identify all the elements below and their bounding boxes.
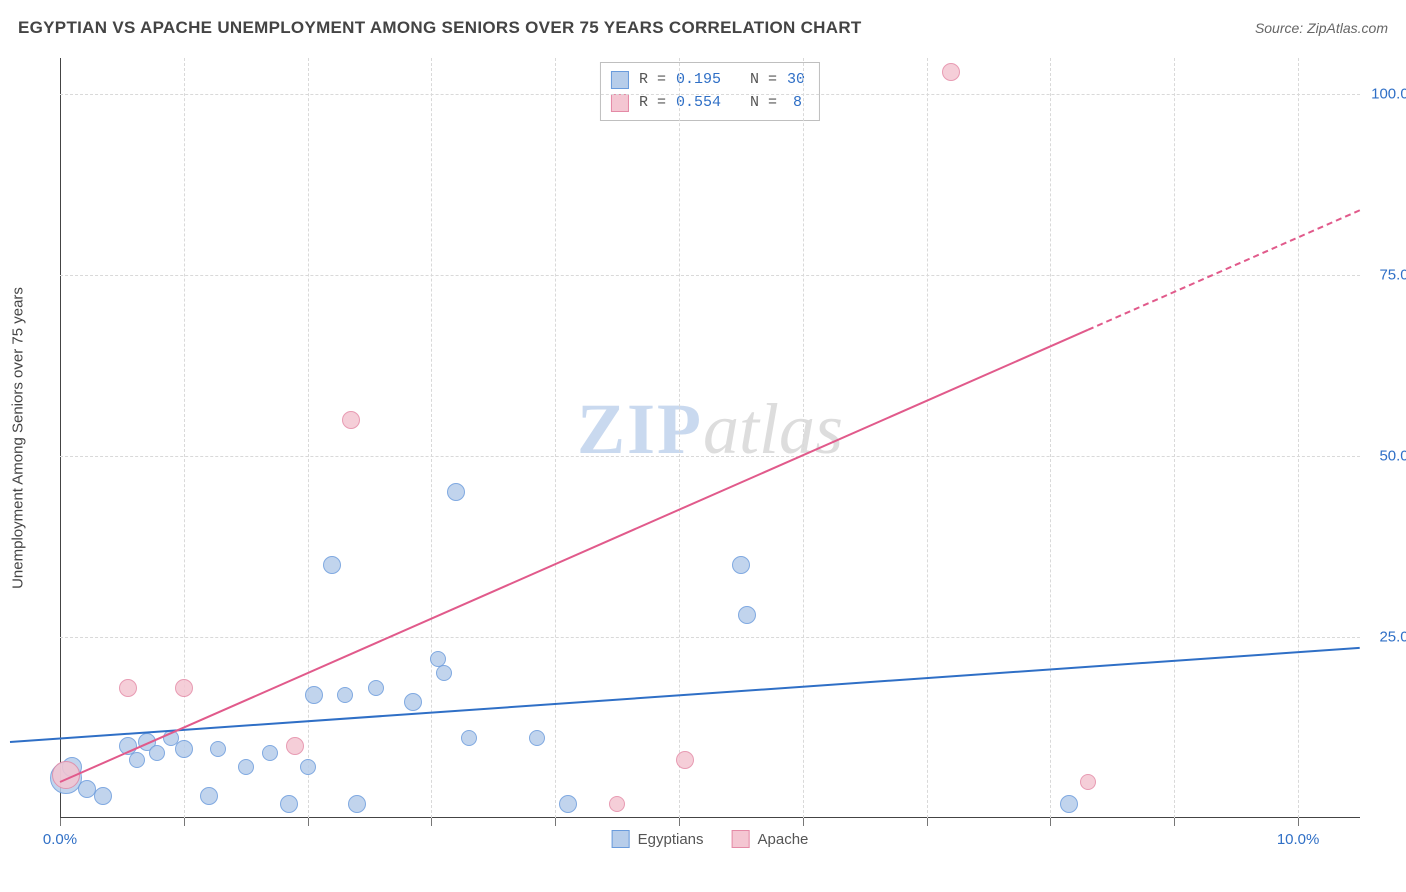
- source-prefix: Source:: [1255, 20, 1307, 36]
- data-point-apache: [342, 411, 360, 429]
- gridline-v: [431, 58, 432, 818]
- data-point-egyptians: [200, 787, 218, 805]
- y-axis-title: Unemployment Among Seniors over 75 years: [10, 287, 27, 589]
- x-tick-mark: [1298, 818, 1299, 826]
- legend-swatch-apache-icon: [732, 830, 750, 848]
- data-point-egyptians: [348, 795, 366, 813]
- gridline-v: [803, 58, 804, 818]
- chart-title: EGYPTIAN VS APACHE UNEMPLOYMENT AMONG SE…: [18, 18, 862, 38]
- data-point-egyptians: [94, 787, 112, 805]
- watermark-atlas: atlas: [703, 389, 843, 469]
- legend-label-apache: Apache: [758, 831, 809, 848]
- data-point-egyptians: [238, 759, 254, 775]
- data-point-apache: [942, 63, 960, 81]
- data-point-egyptians: [210, 741, 226, 757]
- data-point-egyptians: [738, 606, 756, 624]
- x-tick-mark: [431, 818, 432, 826]
- data-point-egyptians: [280, 795, 298, 813]
- data-point-egyptians: [732, 556, 750, 574]
- data-point-apache: [1080, 774, 1096, 790]
- x-tick-mark: [308, 818, 309, 826]
- stats-r-value-egyptians: 0.195: [676, 69, 721, 92]
- data-point-egyptians: [149, 745, 165, 761]
- x-tick-label: 0.0%: [43, 831, 77, 848]
- x-tick-mark: [803, 818, 804, 826]
- data-point-egyptians: [404, 693, 422, 711]
- correlation-stats-box: R = 0.195 N = 30 R = 0.554 N = 8: [600, 62, 820, 121]
- legend: Egyptians Apache: [612, 830, 809, 848]
- gridline-v: [1050, 58, 1051, 818]
- gridline-v: [184, 58, 185, 818]
- data-point-egyptians: [559, 795, 577, 813]
- gridline-v: [1298, 58, 1299, 818]
- gridline-h: [60, 94, 1360, 95]
- gridline-v: [679, 58, 680, 818]
- data-point-egyptians: [305, 686, 323, 704]
- data-point-egyptians: [529, 730, 545, 746]
- x-tick-label: 10.0%: [1277, 831, 1320, 848]
- x-tick-mark: [679, 818, 680, 826]
- data-point-egyptians: [1060, 795, 1078, 813]
- y-tick-label: 75.0%: [1379, 267, 1406, 284]
- data-point-egyptians: [323, 556, 341, 574]
- gridline-h: [60, 637, 1360, 638]
- data-point-egyptians: [461, 730, 477, 746]
- legend-swatch-egyptians-icon: [612, 830, 630, 848]
- data-point-egyptians: [129, 752, 145, 768]
- data-point-egyptians: [337, 687, 353, 703]
- data-point-egyptians: [368, 680, 384, 696]
- stats-n-label: N =: [750, 69, 777, 92]
- data-point-apache: [676, 751, 694, 769]
- swatch-egyptians-icon: [611, 71, 629, 89]
- x-axis-line: [60, 817, 1360, 818]
- data-point-egyptians: [300, 759, 316, 775]
- legend-item-apache: Apache: [732, 830, 809, 848]
- data-point-egyptians: [447, 483, 465, 501]
- plot-surface: ZIPatlas Unemployment Among Seniors over…: [60, 58, 1360, 818]
- y-tick-label: 100.0%: [1371, 86, 1406, 103]
- chart-header: EGYPTIAN VS APACHE UNEMPLOYMENT AMONG SE…: [18, 18, 1388, 38]
- x-tick-mark: [60, 818, 61, 826]
- trend-line-egyptians: [10, 648, 1360, 742]
- gridline-h: [60, 275, 1360, 276]
- watermark-zip: ZIP: [577, 389, 703, 469]
- x-tick-mark: [555, 818, 556, 826]
- data-point-egyptians: [175, 740, 193, 758]
- data-point-apache: [286, 737, 304, 755]
- trend-line-apache: [60, 210, 1360, 782]
- x-tick-mark: [184, 818, 185, 826]
- source-attribution: Source: ZipAtlas.com: [1255, 20, 1388, 36]
- swatch-apache-icon: [611, 94, 629, 112]
- gridline-v: [927, 58, 928, 818]
- source-name: ZipAtlas.com: [1307, 20, 1388, 36]
- data-point-egyptians: [436, 665, 452, 681]
- chart-plot-area: ZIPatlas Unemployment Among Seniors over…: [60, 58, 1360, 818]
- stats-r-label: R =: [639, 69, 666, 92]
- y-tick-label: 25.0%: [1379, 629, 1406, 646]
- legend-label-egyptians: Egyptians: [638, 831, 704, 848]
- data-point-egyptians: [262, 745, 278, 761]
- x-tick-mark: [1174, 818, 1175, 826]
- y-axis-line: [60, 58, 61, 818]
- data-point-apache: [119, 679, 137, 697]
- x-tick-mark: [1050, 818, 1051, 826]
- y-tick-label: 50.0%: [1379, 448, 1406, 465]
- legend-item-egyptians: Egyptians: [612, 830, 704, 848]
- gridline-v: [308, 58, 309, 818]
- x-tick-mark: [927, 818, 928, 826]
- gridline-v: [1174, 58, 1175, 818]
- data-point-apache: [609, 796, 625, 812]
- gridline-h: [60, 456, 1360, 457]
- data-point-apache: [175, 679, 193, 697]
- stats-row-egyptians: R = 0.195 N = 30: [611, 69, 805, 92]
